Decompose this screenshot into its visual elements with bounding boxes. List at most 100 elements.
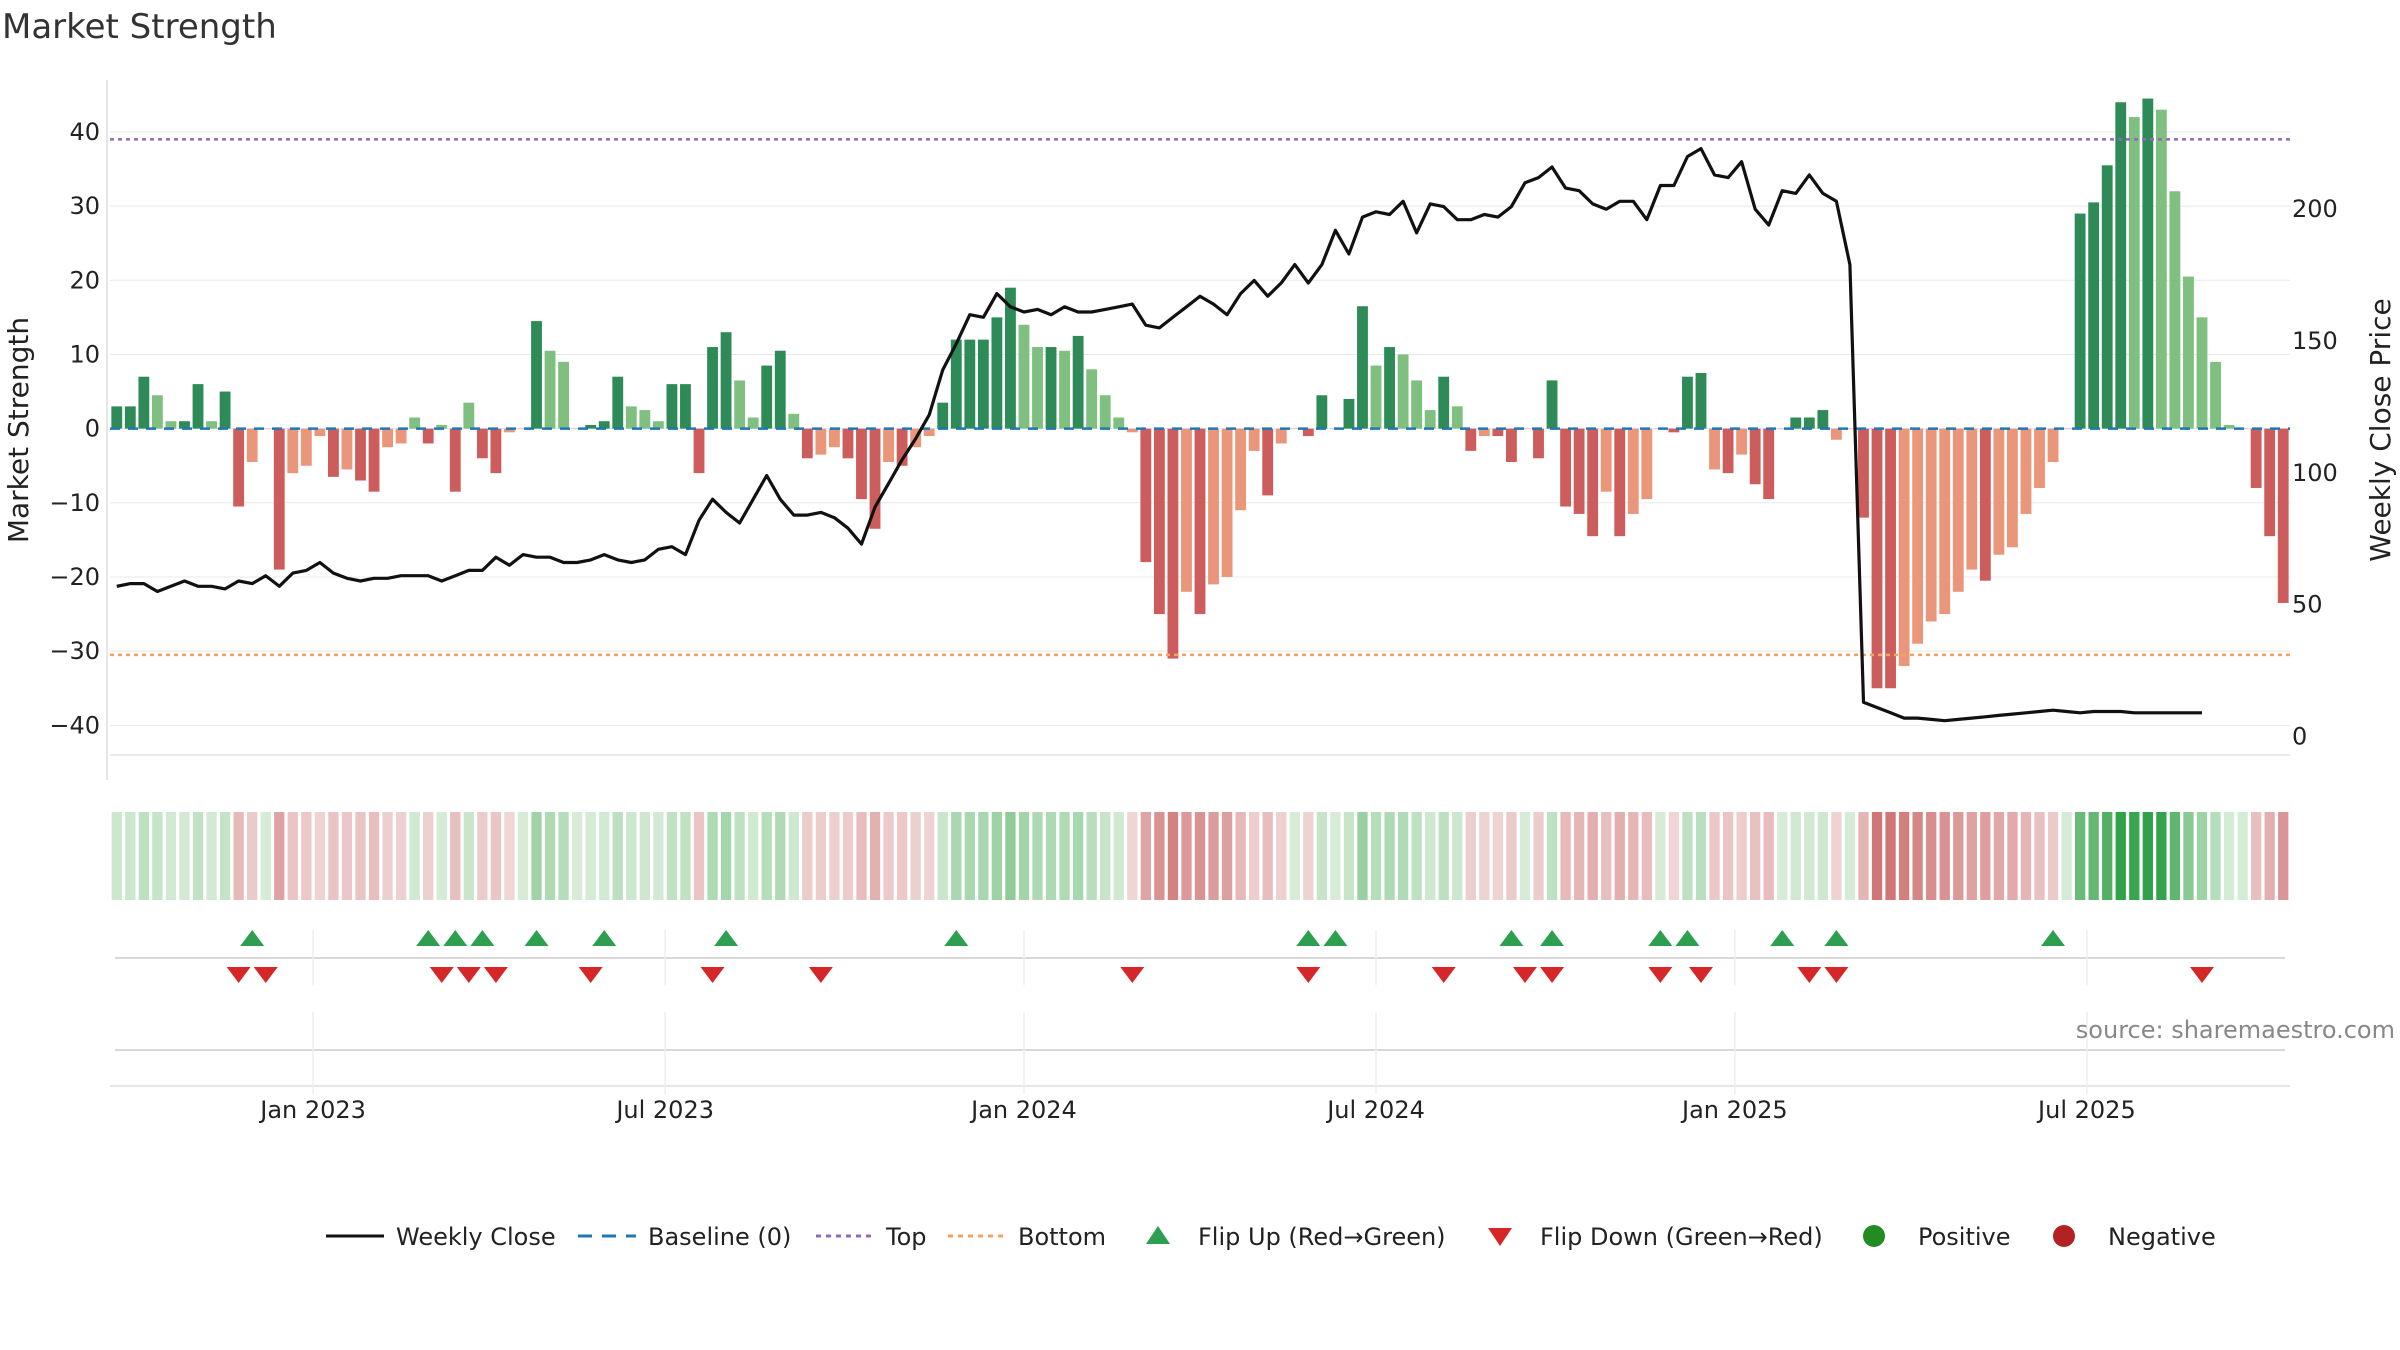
strength-bar-106 xyxy=(1546,380,1558,429)
strip-cell-134 xyxy=(1926,812,1937,900)
strip-cell-155 xyxy=(2210,812,2221,900)
strength-bar-58 xyxy=(896,428,908,466)
strength-bar-57 xyxy=(883,428,894,463)
strength-bar-5 xyxy=(179,421,190,429)
strip-cell-104 xyxy=(1519,812,1531,900)
strength-bar-37 xyxy=(612,376,624,429)
strength-bar-139 xyxy=(1993,428,2005,555)
strip-cell-112 xyxy=(1628,812,1639,900)
strip-cell-149 xyxy=(2129,812,2140,900)
strip-cell-119 xyxy=(1722,812,1734,900)
legend-label-7: Negative xyxy=(2108,1223,2216,1251)
strength-bar-26 xyxy=(463,402,475,429)
strength-bar-66 xyxy=(1005,287,1016,429)
strength-heat-strip xyxy=(111,812,2289,900)
legend-swatch-6 xyxy=(1863,1225,1885,1247)
strength-bar-158 xyxy=(2250,428,2262,488)
flip-down-marker-14 xyxy=(1688,967,1713,983)
strip-cell-1 xyxy=(125,812,136,900)
strength-bar-92 xyxy=(1357,306,1368,429)
strip-cell-143 xyxy=(2047,812,2059,900)
strength-bar-53 xyxy=(828,428,840,448)
strip-cell-46 xyxy=(734,812,745,900)
flip-down-marker-2 xyxy=(429,967,454,983)
strip-cell-2 xyxy=(138,812,149,900)
strip-cell-52 xyxy=(815,812,827,900)
flip-down-marker-7 xyxy=(808,967,833,983)
strength-bar-149 xyxy=(2128,117,2140,429)
y2-tick-label-0: 200 xyxy=(2292,195,2338,223)
flip-up-marker-15 xyxy=(1824,930,1849,946)
strength-bar-11 xyxy=(260,428,272,430)
flip-up-marker-2 xyxy=(443,930,468,946)
legend-swatch-5 xyxy=(1488,1228,1512,1246)
strip-cell-141 xyxy=(2020,812,2032,900)
strength-bar-10 xyxy=(246,428,258,463)
strip-cell-44 xyxy=(707,812,718,900)
strength-bar-25 xyxy=(449,428,461,492)
strip-cell-97 xyxy=(1425,812,1436,900)
strip-cell-57 xyxy=(883,812,894,900)
strength-bar-3 xyxy=(151,395,163,429)
flip-markers xyxy=(110,930,2290,1087)
strip-cell-10 xyxy=(247,812,258,900)
strip-cell-63 xyxy=(964,812,975,900)
flip-up-marker-0 xyxy=(240,930,265,946)
strip-cell-87 xyxy=(1289,812,1300,900)
strip-cell-151 xyxy=(2156,812,2167,900)
strength-bar-152 xyxy=(2169,191,2181,429)
strength-bar-144 xyxy=(2061,428,2072,430)
flip-down-marker-5 xyxy=(578,967,603,983)
strength-bar-147 xyxy=(2101,165,2113,429)
strip-cell-7 xyxy=(206,812,217,900)
legend-label-5: Flip Down (Green→Red) xyxy=(1540,1223,1823,1251)
strength-bar-138 xyxy=(1979,428,1991,581)
strength-bar-6 xyxy=(192,384,204,429)
strength-bar-118 xyxy=(1709,428,1720,470)
strip-cell-42 xyxy=(680,812,691,900)
strip-cell-78 xyxy=(1167,812,1179,900)
strip-cell-77 xyxy=(1154,812,1165,900)
x-tick-label-5: Jul 2025 xyxy=(2036,1096,2136,1124)
strength-bar-70 xyxy=(1059,350,1071,429)
strength-bar-79 xyxy=(1181,428,1192,592)
strength-bar-160 xyxy=(2277,428,2289,603)
strip-cell-69 xyxy=(1045,812,1057,900)
strength-bar-137 xyxy=(1966,428,1978,570)
strip-cell-86 xyxy=(1276,812,1287,900)
strip-cell-8 xyxy=(219,812,231,900)
strength-bar-20 xyxy=(382,428,393,448)
strip-cell-36 xyxy=(599,812,610,900)
strength-bar-86 xyxy=(1275,428,1287,444)
strip-cell-76 xyxy=(1140,812,1151,900)
strip-cell-120 xyxy=(1736,812,1747,900)
strip-cell-129 xyxy=(1858,812,1869,900)
strength-bar-155 xyxy=(2210,361,2221,429)
strip-cell-75 xyxy=(1127,812,1138,900)
strip-cell-24 xyxy=(436,812,447,900)
strength-bar-128 xyxy=(1844,428,1856,430)
strength-bar-125 xyxy=(1803,417,1815,429)
legend-swatch-7 xyxy=(2053,1225,2075,1247)
strip-cell-71 xyxy=(1072,812,1084,900)
strength-bar-62 xyxy=(950,339,962,429)
strip-cell-92 xyxy=(1357,812,1368,900)
strength-bar-54 xyxy=(842,428,854,459)
flip-down-marker-9 xyxy=(1296,967,1321,983)
strip-cell-88 xyxy=(1303,812,1314,900)
legend-label-6: Positive xyxy=(1918,1223,2011,1251)
strip-cell-93 xyxy=(1370,812,1382,900)
strength-bar-87 xyxy=(1289,428,1301,430)
strip-cell-125 xyxy=(1804,812,1815,900)
strip-cell-65 xyxy=(991,812,1003,900)
strip-cell-70 xyxy=(1059,812,1070,900)
legend-label-3: Bottom xyxy=(1018,1223,1106,1251)
y-tick-label-5: −10 xyxy=(49,489,100,517)
strip-cell-91 xyxy=(1343,812,1355,900)
strength-bar-71 xyxy=(1072,335,1084,429)
strength-bar-120 xyxy=(1736,428,1748,455)
strength-bar-52 xyxy=(815,428,827,455)
strength-bar-89 xyxy=(1316,395,1328,429)
strip-cell-30 xyxy=(517,812,529,900)
